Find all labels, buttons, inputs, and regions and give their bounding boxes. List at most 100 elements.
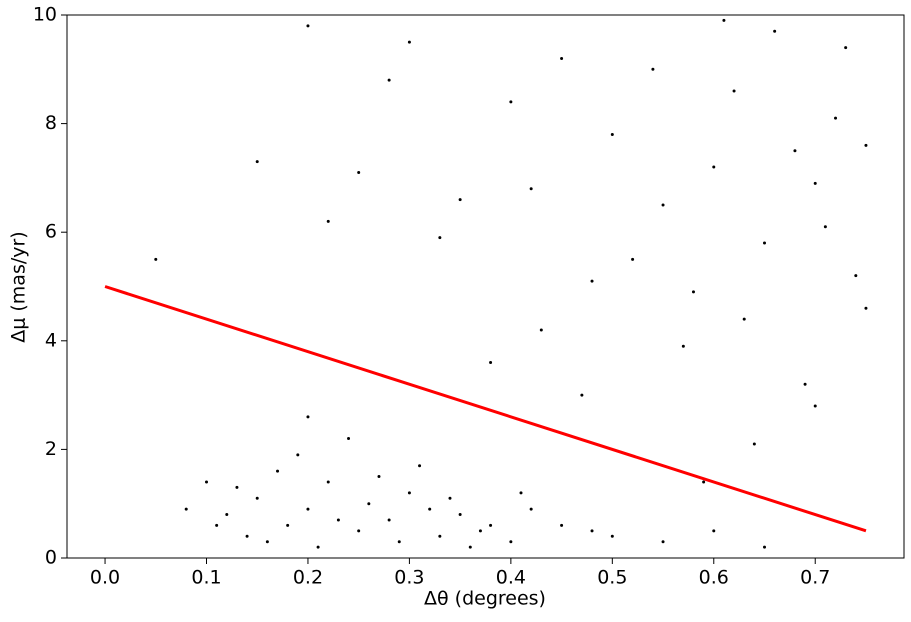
x-tick-label: 0.1 <box>191 567 221 589</box>
scatter-point <box>864 143 868 147</box>
scatter-point <box>438 236 442 240</box>
scatter-point <box>225 513 229 517</box>
scatter-point <box>712 529 716 533</box>
scatter-point <box>793 149 797 153</box>
scatter-point <box>681 344 685 348</box>
plot-frame <box>66 14 905 559</box>
scatter-point <box>448 496 452 500</box>
scatter-point <box>387 78 391 82</box>
scatter-point <box>834 116 838 120</box>
scatter-point <box>712 165 716 169</box>
scatter-point <box>813 181 817 185</box>
scatter-point <box>407 491 411 495</box>
scatter-point <box>336 518 340 522</box>
x-tick-label: 0.3 <box>394 567 424 589</box>
scatter-point <box>397 540 401 544</box>
scatter-point <box>539 328 543 332</box>
scatter-point <box>691 290 695 294</box>
scatter-point <box>590 529 594 533</box>
scatter-point <box>854 274 858 278</box>
scatter-point <box>763 241 766 245</box>
y-axis-label: Δμ (mas/yr) <box>8 231 30 342</box>
scatter-point <box>215 523 219 527</box>
scatter-point <box>763 545 766 549</box>
scatter-point <box>610 132 614 136</box>
scatter-point <box>651 67 655 71</box>
x-tick-label: 0.2 <box>293 567 323 589</box>
scatter-point <box>306 507 310 511</box>
scatter-point <box>702 480 706 484</box>
scatter-point <box>306 415 310 419</box>
scatter-point <box>489 523 493 527</box>
scatter-point <box>864 306 868 310</box>
scatter-point <box>205 480 208 484</box>
scatter-point <box>661 203 665 207</box>
scatter-point <box>722 18 726 22</box>
x-tick-label: 0.4 <box>496 567 526 589</box>
y-tick-label: 6 <box>45 221 57 243</box>
y-tick-label: 4 <box>45 329 57 351</box>
scatter-point <box>265 540 269 544</box>
y-tick-label: 2 <box>45 438 57 460</box>
scatter-point <box>509 100 513 104</box>
scatter-point <box>235 485 239 489</box>
x-tick-label: 0.0 <box>90 567 120 589</box>
scatter-point <box>580 393 584 397</box>
scatter-point <box>458 513 462 517</box>
scatter-point <box>529 507 533 511</box>
scatter-point <box>296 453 300 457</box>
scatter-point <box>347 437 351 441</box>
x-tick-label: 0.5 <box>597 567 627 589</box>
scatter-point <box>367 502 371 506</box>
scatter-point <box>813 404 817 408</box>
scatter-point <box>184 507 188 511</box>
scatter-point <box>468 545 472 549</box>
x-axis-label: Δθ (degrees) <box>424 588 546 610</box>
scatter-point <box>326 480 330 484</box>
scatter-point <box>742 317 746 321</box>
scatter-point <box>458 198 462 202</box>
scatter-point <box>844 46 848 50</box>
scatter-point <box>478 529 482 533</box>
scatter-point <box>661 540 665 544</box>
scatter-point <box>509 540 513 544</box>
scatter-point <box>732 89 736 93</box>
scatter-point <box>357 529 361 533</box>
scatter-point <box>255 160 259 164</box>
scatter-point <box>316 545 320 549</box>
scatter-point <box>752 442 756 446</box>
scatter-point <box>245 534 249 538</box>
scatter-point <box>154 257 158 261</box>
scatter-point <box>306 24 310 28</box>
scatter-point <box>357 170 361 174</box>
scatter-point <box>773 29 777 33</box>
fit-line <box>104 285 867 533</box>
y-tick-label: 0 <box>45 547 57 569</box>
scatter-point <box>326 219 330 223</box>
y-tick-label: 10 <box>33 4 57 26</box>
scatter-point <box>255 496 259 500</box>
x-tick-label: 0.6 <box>699 567 729 589</box>
scatter-point <box>631 257 635 261</box>
scatter-point <box>519 491 523 495</box>
scatter-point <box>407 40 411 44</box>
scatter-point <box>489 361 493 365</box>
scatter-point <box>438 534 442 538</box>
scatter-point <box>560 523 564 527</box>
scatter-point <box>590 279 594 283</box>
scatter-point <box>387 518 391 522</box>
scatter-point <box>560 56 564 60</box>
scatter-point <box>276 469 280 473</box>
y-tick-label: 8 <box>45 112 57 134</box>
scatter-point <box>610 534 614 538</box>
scatter-point <box>377 475 381 479</box>
scatter-point <box>418 464 422 468</box>
scatter-point <box>803 382 807 386</box>
x-tick-label: 0.7 <box>800 567 830 589</box>
scatter-point <box>428 507 432 511</box>
scatter-point <box>286 523 290 527</box>
scatter-point <box>823 225 827 229</box>
scatter-point <box>529 187 533 191</box>
